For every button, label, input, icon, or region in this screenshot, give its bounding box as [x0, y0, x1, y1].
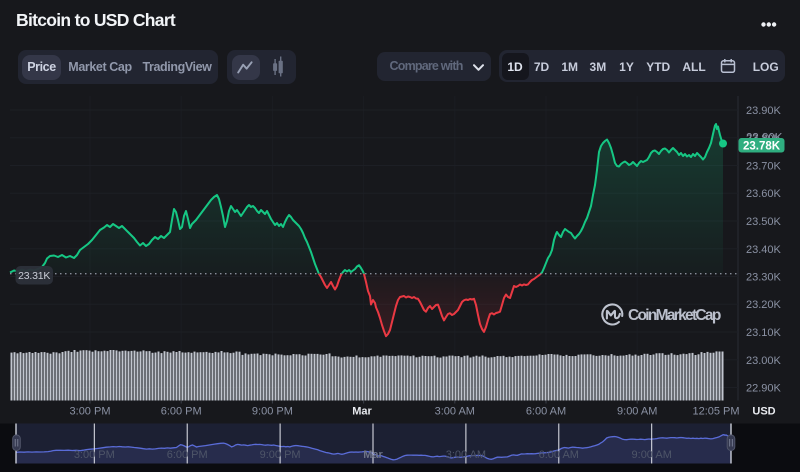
svg-text:9:00 PM: 9:00 PM	[252, 406, 293, 418]
svg-text:23.78K: 23.78K	[743, 140, 781, 152]
svg-text:3:00 PM: 3:00 PM	[70, 406, 111, 418]
svg-text:23.60K: 23.60K	[746, 188, 782, 200]
svg-text:23.31K: 23.31K	[18, 270, 50, 282]
svg-text:3:00 PM: 3:00 PM	[74, 449, 115, 461]
svg-text:23.40K: 23.40K	[746, 244, 782, 256]
svg-text:23.50K: 23.50K	[746, 216, 782, 228]
svg-text:23.00K: 23.00K	[746, 355, 782, 367]
svg-text:23.10K: 23.10K	[746, 327, 782, 339]
svg-text:USD: USD	[752, 406, 775, 418]
svg-text:23.30K: 23.30K	[746, 272, 782, 284]
svg-text:9:00 AM: 9:00 AM	[617, 406, 657, 418]
svg-text:9:00 AM: 9:00 AM	[632, 449, 672, 461]
svg-text:Mar: Mar	[363, 449, 383, 461]
svg-text:23.90K: 23.90K	[746, 105, 782, 117]
svg-text:6:00 AM: 6:00 AM	[526, 406, 566, 418]
svg-text:CoinMarketCap: CoinMarketCap	[628, 307, 721, 324]
svg-text:6:00 PM: 6:00 PM	[167, 449, 208, 461]
svg-text:6:00 PM: 6:00 PM	[161, 406, 202, 418]
svg-text:23.20K: 23.20K	[746, 299, 782, 311]
svg-text:3:00 AM: 3:00 AM	[446, 449, 486, 461]
svg-text:9:00 PM: 9:00 PM	[260, 449, 301, 461]
svg-text:12:05 PM: 12:05 PM	[692, 406, 739, 418]
svg-text:22.90K: 22.90K	[746, 383, 782, 395]
svg-text:Mar: Mar	[352, 406, 372, 418]
svg-text:3:00 AM: 3:00 AM	[435, 406, 475, 418]
svg-text:23.70K: 23.70K	[746, 161, 782, 173]
svg-text:6:00 AM: 6:00 AM	[539, 449, 579, 461]
